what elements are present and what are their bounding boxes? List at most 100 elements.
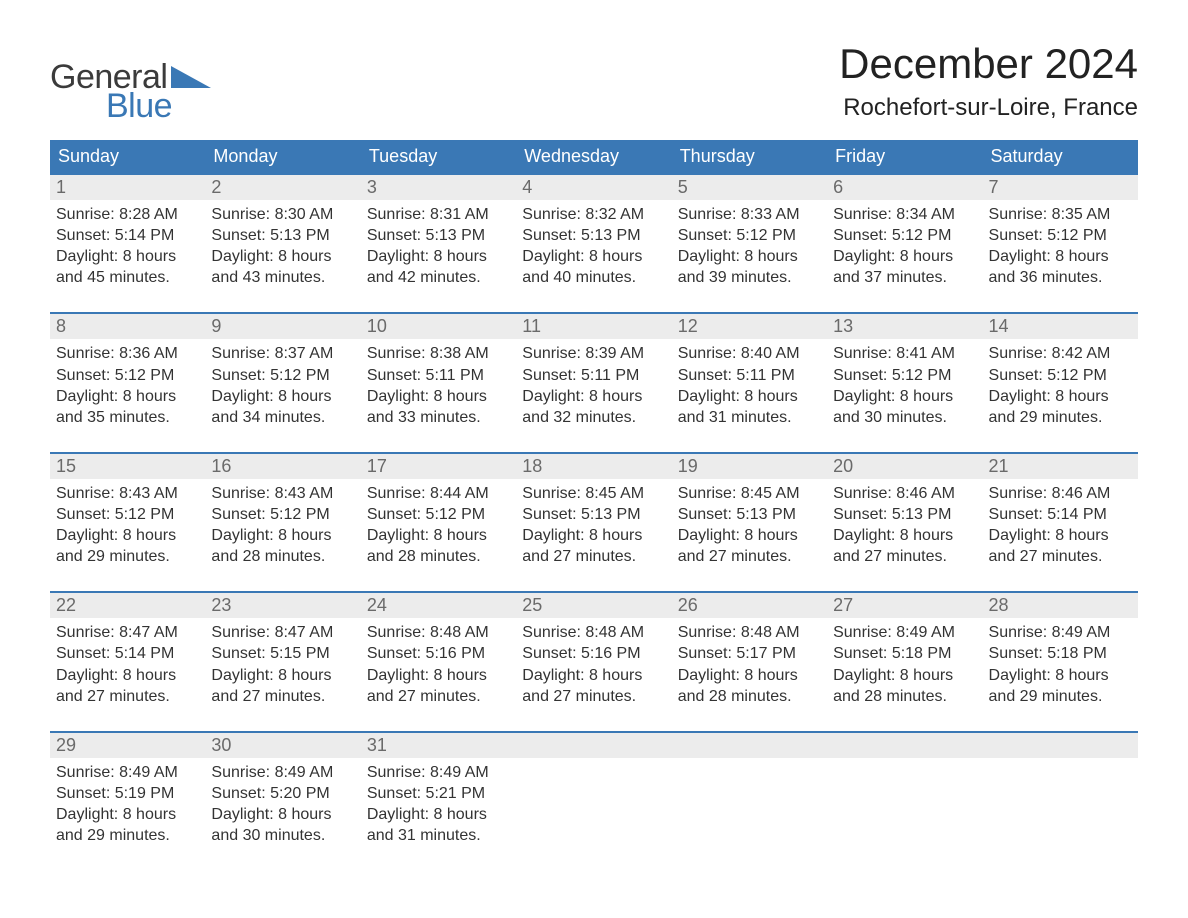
- day-info: Sunrise: 8:42 AMSunset: 5:12 PMDaylight:…: [983, 339, 1138, 427]
- daylight-line-1: Daylight: 8 hours: [678, 525, 821, 546]
- sunrise-text: Sunrise: 8:46 AM: [833, 483, 976, 504]
- daylight-line-2: and 28 minutes.: [211, 546, 354, 567]
- day-number: 27: [827, 593, 982, 618]
- daylight-line-1: Daylight: 8 hours: [989, 525, 1132, 546]
- day-info: Sunrise: 8:40 AMSunset: 5:11 PMDaylight:…: [672, 339, 827, 427]
- daylight-line-2: and 27 minutes.: [989, 546, 1132, 567]
- sunset-text: Sunset: 5:16 PM: [367, 643, 510, 664]
- daylight-line-2: and 27 minutes.: [522, 546, 665, 567]
- sunset-text: Sunset: 5:12 PM: [989, 225, 1132, 246]
- sunrise-text: Sunrise: 8:28 AM: [56, 204, 199, 225]
- sunset-text: Sunset: 5:14 PM: [56, 225, 199, 246]
- daylight-line-2: and 35 minutes.: [56, 407, 199, 428]
- day-number: 9: [205, 314, 360, 339]
- calendar-cell: 10Sunrise: 8:38 AMSunset: 5:11 PMDayligh…: [361, 314, 516, 433]
- calendar-week: 15Sunrise: 8:43 AMSunset: 5:12 PMDayligh…: [50, 452, 1138, 573]
- sunrise-text: Sunrise: 8:32 AM: [522, 204, 665, 225]
- sunset-text: Sunset: 5:12 PM: [833, 365, 976, 386]
- brand-triangle-icon: [171, 66, 211, 88]
- daylight-line-1: Daylight: 8 hours: [522, 665, 665, 686]
- daylight-line-1: Daylight: 8 hours: [367, 525, 510, 546]
- day-number: 21: [983, 454, 1138, 479]
- day-number: 8: [50, 314, 205, 339]
- daylight-line-1: Daylight: 8 hours: [833, 246, 976, 267]
- sunset-text: Sunset: 5:12 PM: [56, 504, 199, 525]
- day-info: Sunrise: 8:35 AMSunset: 5:12 PMDaylight:…: [983, 200, 1138, 288]
- day-number: 18: [516, 454, 671, 479]
- sunrise-text: Sunrise: 8:49 AM: [211, 762, 354, 783]
- day-number: [516, 733, 671, 758]
- daylight-line-2: and 32 minutes.: [522, 407, 665, 428]
- calendar-cell: 4Sunrise: 8:32 AMSunset: 5:13 PMDaylight…: [516, 175, 671, 294]
- daylight-line-1: Daylight: 8 hours: [833, 386, 976, 407]
- day-number: 29: [50, 733, 205, 758]
- day-info: Sunrise: 8:48 AMSunset: 5:17 PMDaylight:…: [672, 618, 827, 706]
- sunset-text: Sunset: 5:12 PM: [989, 365, 1132, 386]
- daylight-line-1: Daylight: 8 hours: [989, 386, 1132, 407]
- day-number: 10: [361, 314, 516, 339]
- daylight-line-2: and 27 minutes.: [211, 686, 354, 707]
- calendar-cell: 15Sunrise: 8:43 AMSunset: 5:12 PMDayligh…: [50, 454, 205, 573]
- daylight-line-2: and 27 minutes.: [678, 546, 821, 567]
- sunrise-text: Sunrise: 8:49 AM: [989, 622, 1132, 643]
- day-number: 14: [983, 314, 1138, 339]
- sunrise-text: Sunrise: 8:48 AM: [678, 622, 821, 643]
- daylight-line-2: and 29 minutes.: [989, 407, 1132, 428]
- day-number: 1: [50, 175, 205, 200]
- calendar-cell: 13Sunrise: 8:41 AMSunset: 5:12 PMDayligh…: [827, 314, 982, 433]
- sunrise-text: Sunrise: 8:38 AM: [367, 343, 510, 364]
- brand-logo: General Blue: [50, 40, 211, 126]
- sunset-text: Sunset: 5:13 PM: [833, 504, 976, 525]
- sunset-text: Sunset: 5:12 PM: [367, 504, 510, 525]
- day-info: Sunrise: 8:47 AMSunset: 5:15 PMDaylight:…: [205, 618, 360, 706]
- day-number: 28: [983, 593, 1138, 618]
- calendar-cell: 7Sunrise: 8:35 AMSunset: 5:12 PMDaylight…: [983, 175, 1138, 294]
- calendar-week: 8Sunrise: 8:36 AMSunset: 5:12 PMDaylight…: [50, 312, 1138, 433]
- calendar-cell: 28Sunrise: 8:49 AMSunset: 5:18 PMDayligh…: [983, 593, 1138, 712]
- day-header: Monday: [205, 140, 360, 173]
- daylight-line-1: Daylight: 8 hours: [678, 665, 821, 686]
- daylight-line-1: Daylight: 8 hours: [678, 386, 821, 407]
- daylight-line-1: Daylight: 8 hours: [211, 804, 354, 825]
- day-number: 25: [516, 593, 671, 618]
- day-header: Wednesday: [516, 140, 671, 173]
- sunset-text: Sunset: 5:12 PM: [56, 365, 199, 386]
- sunrise-text: Sunrise: 8:48 AM: [367, 622, 510, 643]
- daylight-line-2: and 29 minutes.: [56, 546, 199, 567]
- day-number: 22: [50, 593, 205, 618]
- daylight-line-1: Daylight: 8 hours: [833, 525, 976, 546]
- daylight-line-2: and 31 minutes.: [678, 407, 821, 428]
- sunset-text: Sunset: 5:15 PM: [211, 643, 354, 664]
- day-number: 23: [205, 593, 360, 618]
- sunset-text: Sunset: 5:19 PM: [56, 783, 199, 804]
- daylight-line-2: and 30 minutes.: [833, 407, 976, 428]
- sunset-text: Sunset: 5:21 PM: [367, 783, 510, 804]
- calendar-cell: 31Sunrise: 8:49 AMSunset: 5:21 PMDayligh…: [361, 733, 516, 852]
- sunset-text: Sunset: 5:11 PM: [522, 365, 665, 386]
- calendar-cell: 16Sunrise: 8:43 AMSunset: 5:12 PMDayligh…: [205, 454, 360, 573]
- calendar-cell: 6Sunrise: 8:34 AMSunset: 5:12 PMDaylight…: [827, 175, 982, 294]
- daylight-line-1: Daylight: 8 hours: [56, 246, 199, 267]
- day-number: 16: [205, 454, 360, 479]
- day-number: 3: [361, 175, 516, 200]
- calendar-cell: 22Sunrise: 8:47 AMSunset: 5:14 PMDayligh…: [50, 593, 205, 712]
- calendar-cell: [672, 733, 827, 852]
- day-info: Sunrise: 8:49 AMSunset: 5:19 PMDaylight:…: [50, 758, 205, 846]
- calendar-cell: 9Sunrise: 8:37 AMSunset: 5:12 PMDaylight…: [205, 314, 360, 433]
- calendar-cell: 14Sunrise: 8:42 AMSunset: 5:12 PMDayligh…: [983, 314, 1138, 433]
- calendar: SundayMondayTuesdayWednesdayThursdayFrid…: [50, 140, 1138, 852]
- daylight-line-1: Daylight: 8 hours: [367, 246, 510, 267]
- sunrise-text: Sunrise: 8:33 AM: [678, 204, 821, 225]
- day-number: 20: [827, 454, 982, 479]
- calendar-cell: 19Sunrise: 8:45 AMSunset: 5:13 PMDayligh…: [672, 454, 827, 573]
- day-info: Sunrise: 8:46 AMSunset: 5:13 PMDaylight:…: [827, 479, 982, 567]
- day-info: Sunrise: 8:30 AMSunset: 5:13 PMDaylight:…: [205, 200, 360, 288]
- calendar-week: 1Sunrise: 8:28 AMSunset: 5:14 PMDaylight…: [50, 173, 1138, 294]
- calendar-cell: 27Sunrise: 8:49 AMSunset: 5:18 PMDayligh…: [827, 593, 982, 712]
- daylight-line-2: and 28 minutes.: [833, 686, 976, 707]
- daylight-line-2: and 27 minutes.: [56, 686, 199, 707]
- day-number: 5: [672, 175, 827, 200]
- sunrise-text: Sunrise: 8:49 AM: [367, 762, 510, 783]
- daylight-line-2: and 39 minutes.: [678, 267, 821, 288]
- day-number: 17: [361, 454, 516, 479]
